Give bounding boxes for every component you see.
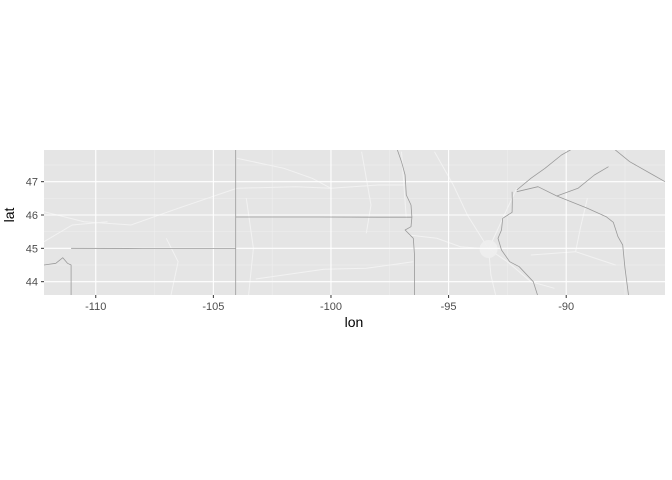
map-layers — [44, 150, 665, 295]
state-border-line — [516, 166, 609, 197]
urban-area-highlight — [479, 240, 498, 258]
road-line — [401, 151, 407, 219]
state-border-line — [516, 150, 572, 191]
road-line — [236, 157, 332, 189]
road-line — [165, 238, 179, 295]
state-border-line — [396, 150, 415, 295]
x-tick-label: -105 — [202, 301, 224, 313]
panel-background — [44, 150, 665, 295]
state-border-line — [497, 191, 538, 295]
map-panel — [44, 150, 665, 295]
y-axis-title: lat — [1, 208, 17, 223]
x-axis-title: lon — [345, 314, 364, 330]
y-tick-label: 46 — [26, 210, 38, 222]
state-border-line — [44, 257, 72, 295]
x-tick-label: -95 — [441, 301, 457, 313]
y-tick-label: 45 — [26, 243, 38, 255]
state-border-line — [556, 195, 629, 295]
road-line — [255, 261, 414, 280]
x-axis: -110 -105 -100 -95 -90 — [85, 295, 574, 313]
y-tick-label: 44 — [26, 277, 38, 289]
road-line — [434, 151, 490, 250]
x-tick-label: -90 — [558, 301, 574, 313]
road-line — [575, 198, 588, 252]
road-line — [488, 188, 518, 250]
road-line — [361, 151, 372, 234]
x-tick-label: -100 — [320, 301, 342, 313]
state-border-line — [614, 150, 665, 183]
x-tick-label: -110 — [85, 301, 106, 313]
road-line — [488, 248, 555, 289]
y-axis: 44 45 46 47 — [26, 177, 44, 289]
y-tick-label: 47 — [26, 177, 38, 189]
